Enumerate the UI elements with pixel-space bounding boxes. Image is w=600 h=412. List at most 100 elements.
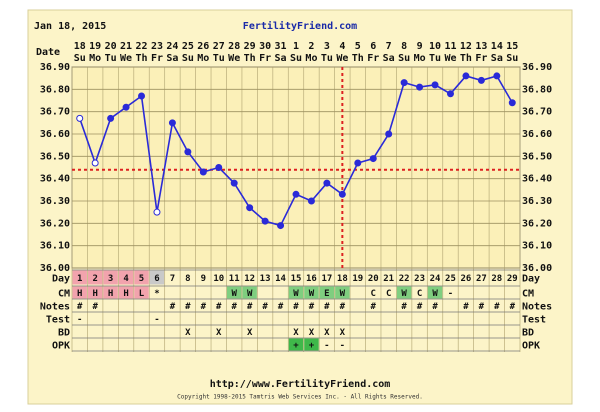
temperature-point [307,197,315,205]
date-label: 25 [182,41,194,52]
cell-text: W [231,289,237,299]
weekday-label: Fr [475,53,487,64]
weekday-label: Su [182,53,194,64]
temperature-point [508,99,516,107]
cell-text: X [309,328,315,338]
cell-fill [149,270,165,285]
cell-text: 26 [461,274,472,284]
date-label: 27 [213,41,225,52]
cell-fill [134,286,149,299]
cell-text: # [401,302,407,312]
cell-text: 25 [445,274,456,284]
temperature-point [493,72,501,80]
date-label: 21 [120,41,132,52]
cell-text: X [324,328,330,338]
temperature-point [369,155,377,163]
temperature-point [416,83,424,91]
date-label: 24 [166,41,178,52]
cell-text: H [108,289,113,299]
weekday-label: Tu [429,53,441,64]
cell-fill [87,270,103,285]
date-label: 7 [386,41,392,52]
cell-text: W [340,289,346,299]
date-label: 20 [105,41,117,52]
weekday-label: Su [290,53,302,64]
cell-text: # [432,302,438,312]
cell-text: 13 [260,274,271,284]
cell-text: # [309,302,315,312]
cell-fill [304,338,319,351]
y-tick-label-right: 36.00 [522,263,552,274]
temperature-point [246,204,254,212]
temperature-point [462,72,470,80]
temperature-point [400,79,408,87]
cell-text: H [77,289,82,299]
date-label: 30 [259,41,271,52]
cell-text: # [92,302,98,312]
weekday-label: Th [135,53,147,64]
cell-text: # [324,302,330,312]
cell-text: W [432,289,438,299]
y-tick-label: 36.10 [40,241,70,252]
y-tick-label: 36.60 [40,129,70,140]
cell-text: * [154,289,159,299]
cell-text: 9 [201,274,206,284]
cell-text: W [293,289,299,299]
temperature-point [338,190,346,198]
weekday-label: We [228,53,240,64]
weekday-label: We [120,53,132,64]
weekday-label: We [336,53,348,64]
date-label: 5 [355,41,361,52]
temperature-point [446,90,454,98]
date-label: 18 [74,41,86,52]
temperature-point [76,114,84,122]
cell-text: H [123,289,128,299]
cell-text: 29 [507,274,518,284]
cell-text: 14 [275,274,286,284]
cell-text: C [417,289,422,299]
weekday-label: Th [460,53,472,64]
temperature-point [292,190,300,198]
y-tick-label-right: 36.30 [522,196,552,207]
cell-text: # [170,302,176,312]
date-label: 22 [135,41,147,52]
cell-text: X [293,328,299,338]
cell-text: 15 [291,274,302,284]
y-tick-label-right: 36.50 [522,151,552,162]
temperature-point [230,179,238,187]
copyright: Copyright 1998-2015 Tamtris Web Services… [177,394,423,401]
weekday-label: Th [352,53,364,64]
date-label: 15 [506,41,518,52]
weekday-label: Tu [321,53,333,64]
cell-text: 17 [321,274,332,284]
cell-fill [396,286,412,299]
temperature-point [215,164,223,171]
row-label-right: Notes [522,302,552,313]
row-label: BD [58,328,70,339]
cell-text: # [463,302,469,312]
cell-text: X [185,328,191,338]
cell-text: # [77,302,83,312]
cell-text: + [309,341,315,351]
weekday-label: Su [74,53,86,64]
temperature-point [122,103,130,111]
cell-text: 8 [185,274,190,284]
weekday-label: Mo [89,53,101,64]
y-tick-label-right: 36.60 [522,129,552,140]
cell-text: 10 [213,274,224,284]
cell-fill [87,286,103,299]
cell-fill [288,338,304,351]
cell-text: W [247,289,253,299]
y-tick-label-right: 36.20 [522,218,552,229]
row-label: OPK [52,341,70,352]
cell-text: 11 [229,274,240,284]
y-tick-label: 36.80 [40,84,70,95]
temperature-point [199,168,207,176]
row-label: CM [58,289,70,300]
y-tick-label: 36.30 [40,196,70,207]
cell-text: L [139,289,145,299]
cell-fill [304,286,319,299]
cell-text: # [371,302,377,312]
cell-text: W [309,289,315,299]
cell-text: # [262,302,268,312]
